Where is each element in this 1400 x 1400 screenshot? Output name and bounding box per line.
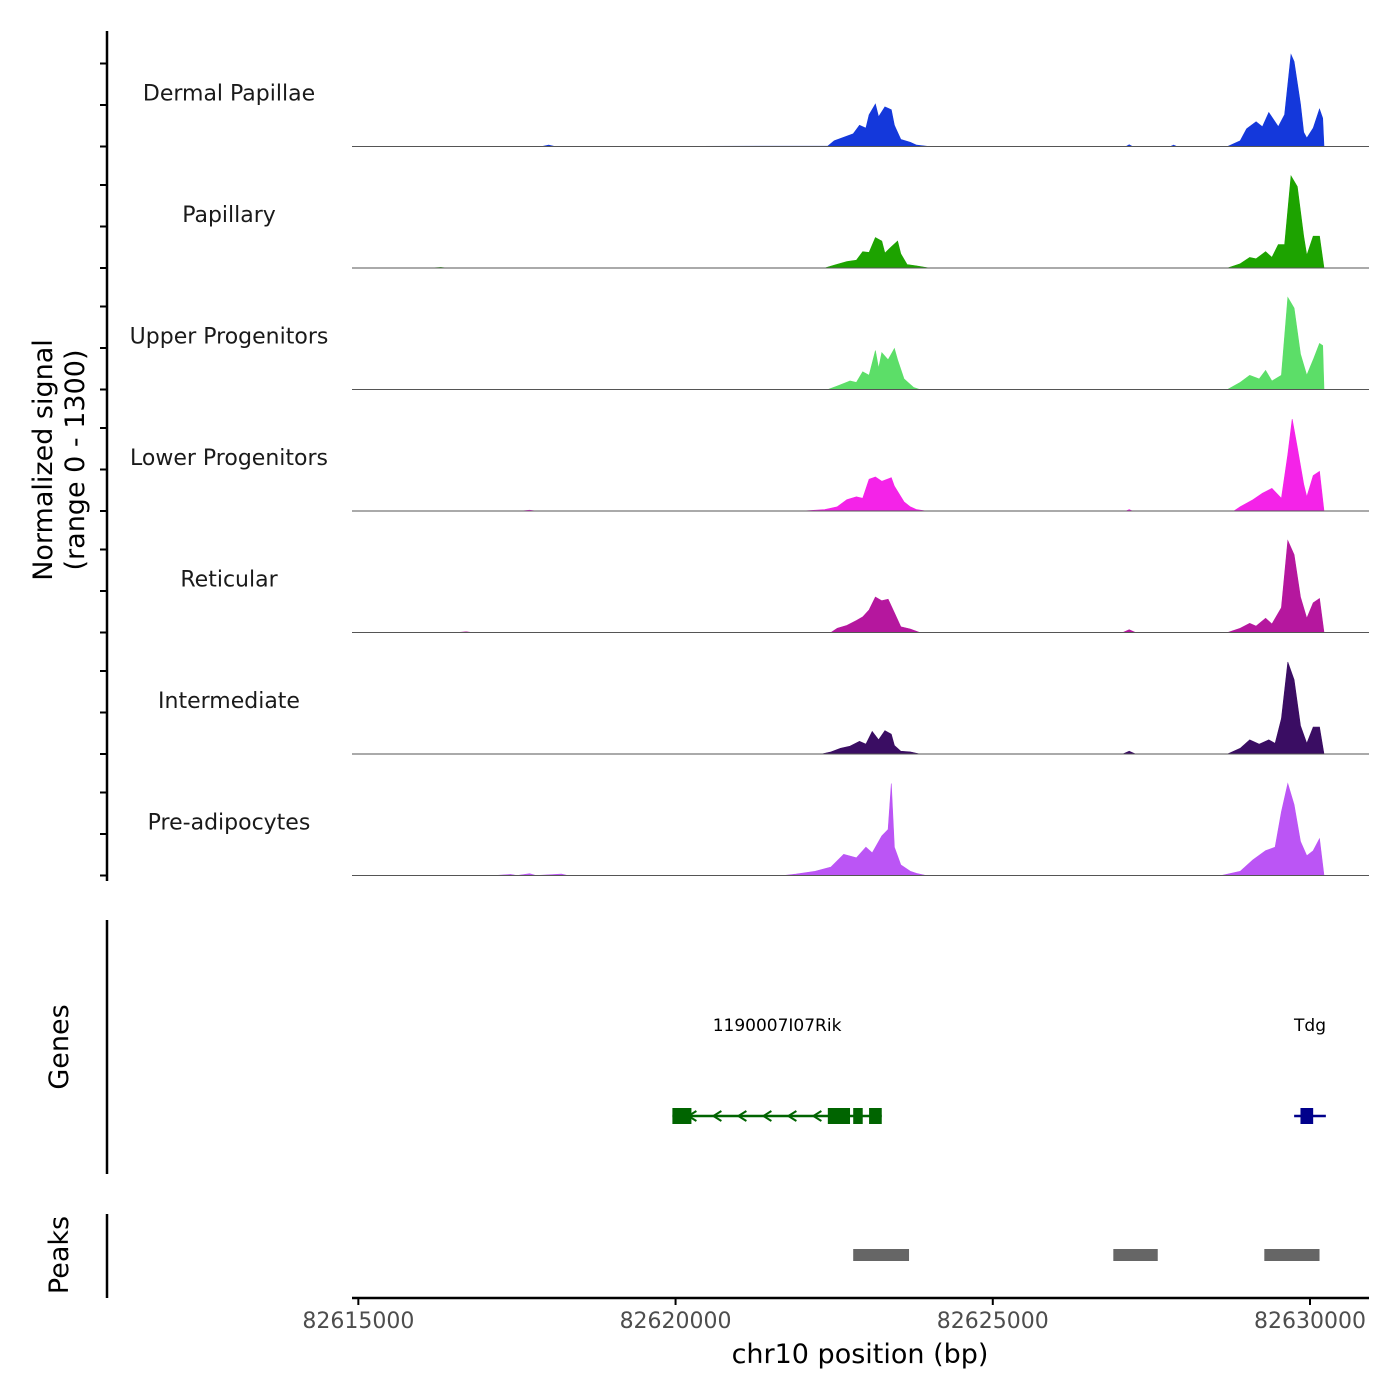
strand-arrow [811, 1110, 822, 1122]
gene-exon [869, 1108, 882, 1124]
signal-tracks: Dermal Papillae Papillary Upper Progenitor… [130, 53, 1369, 876]
signal-area-lower-progenitors [351, 418, 1325, 512]
peak [853, 1249, 910, 1261]
track-label-upper-progenitors: Upper Progenitors [130, 325, 329, 350]
signal-area-upper-progenitors [352, 296, 1325, 390]
signal-area-dermal-papillae [351, 53, 1325, 147]
x-tick-label: 82615000 [302, 1309, 414, 1334]
track-papillary: Papillary [182, 175, 1369, 269]
x-axis-ticks: 82615000 82620000 82625000 82630000 [302, 1298, 1366, 1334]
signal-axis-ticks [100, 62, 107, 877]
x-tick-label: 82620000 [620, 1309, 732, 1334]
track-upper-progenitors: Upper Progenitors [130, 296, 1369, 390]
gene-1190007i07rik: 1190007I07Rik [672, 1016, 882, 1124]
gene-label: Tdg [1293, 1016, 1326, 1036]
track-pre-adipocytes: Pre-adipocytes [148, 782, 1369, 876]
strand-arrow [736, 1110, 747, 1122]
signal-area-papillary [351, 175, 1325, 269]
genes-axis-title: Genes [44, 1004, 75, 1089]
gene-track: 1190007I07Rik Tdg [672, 1016, 1326, 1124]
signal-axis-title-line2: (range 0 - 1300) [60, 350, 91, 571]
signal-area-reticular [351, 539, 1325, 633]
strand-arrow [786, 1110, 797, 1122]
strand-arrow [711, 1110, 722, 1122]
peak [1264, 1249, 1320, 1261]
gene-label: 1190007I07Rik [713, 1016, 842, 1036]
track-label-dermal-papillae: Dermal Papillae [143, 82, 315, 107]
peak [1113, 1249, 1158, 1261]
peaks-track [853, 1249, 1320, 1261]
x-axis-title: chr10 position (bp) [732, 1339, 989, 1370]
track-reticular: Reticular [180, 539, 1369, 633]
x-tick-label: 82625000 [937, 1309, 1049, 1334]
gene-exon [853, 1108, 863, 1124]
track-label-lower-progenitors: Lower Progenitors [130, 446, 328, 471]
gene-exon [1300, 1108, 1314, 1124]
track-dermal-papillae: Dermal Papillae [143, 53, 1369, 147]
track-label-reticular: Reticular [180, 568, 278, 593]
x-tick-label: 82630000 [1254, 1309, 1366, 1334]
track-lower-progenitors: Lower Progenitors [130, 418, 1369, 512]
signal-area-pre-adipocytes [351, 782, 1325, 876]
peaks-axis-title: Peaks [44, 1216, 75, 1294]
track-label-papillary: Papillary [182, 203, 276, 228]
track-intermediate: Intermediate [158, 661, 1369, 755]
track-label-intermediate: Intermediate [158, 689, 300, 714]
gene-tdg: Tdg [1293, 1016, 1326, 1124]
track-label-pre-adipocytes: Pre-adipocytes [148, 811, 311, 836]
strand-arrow [761, 1110, 772, 1122]
gene-exon [827, 1108, 851, 1124]
gene-exon [672, 1108, 692, 1124]
signal-area-intermediate [352, 661, 1325, 755]
signal-axis-title-line1: Normalized signal [28, 339, 59, 581]
